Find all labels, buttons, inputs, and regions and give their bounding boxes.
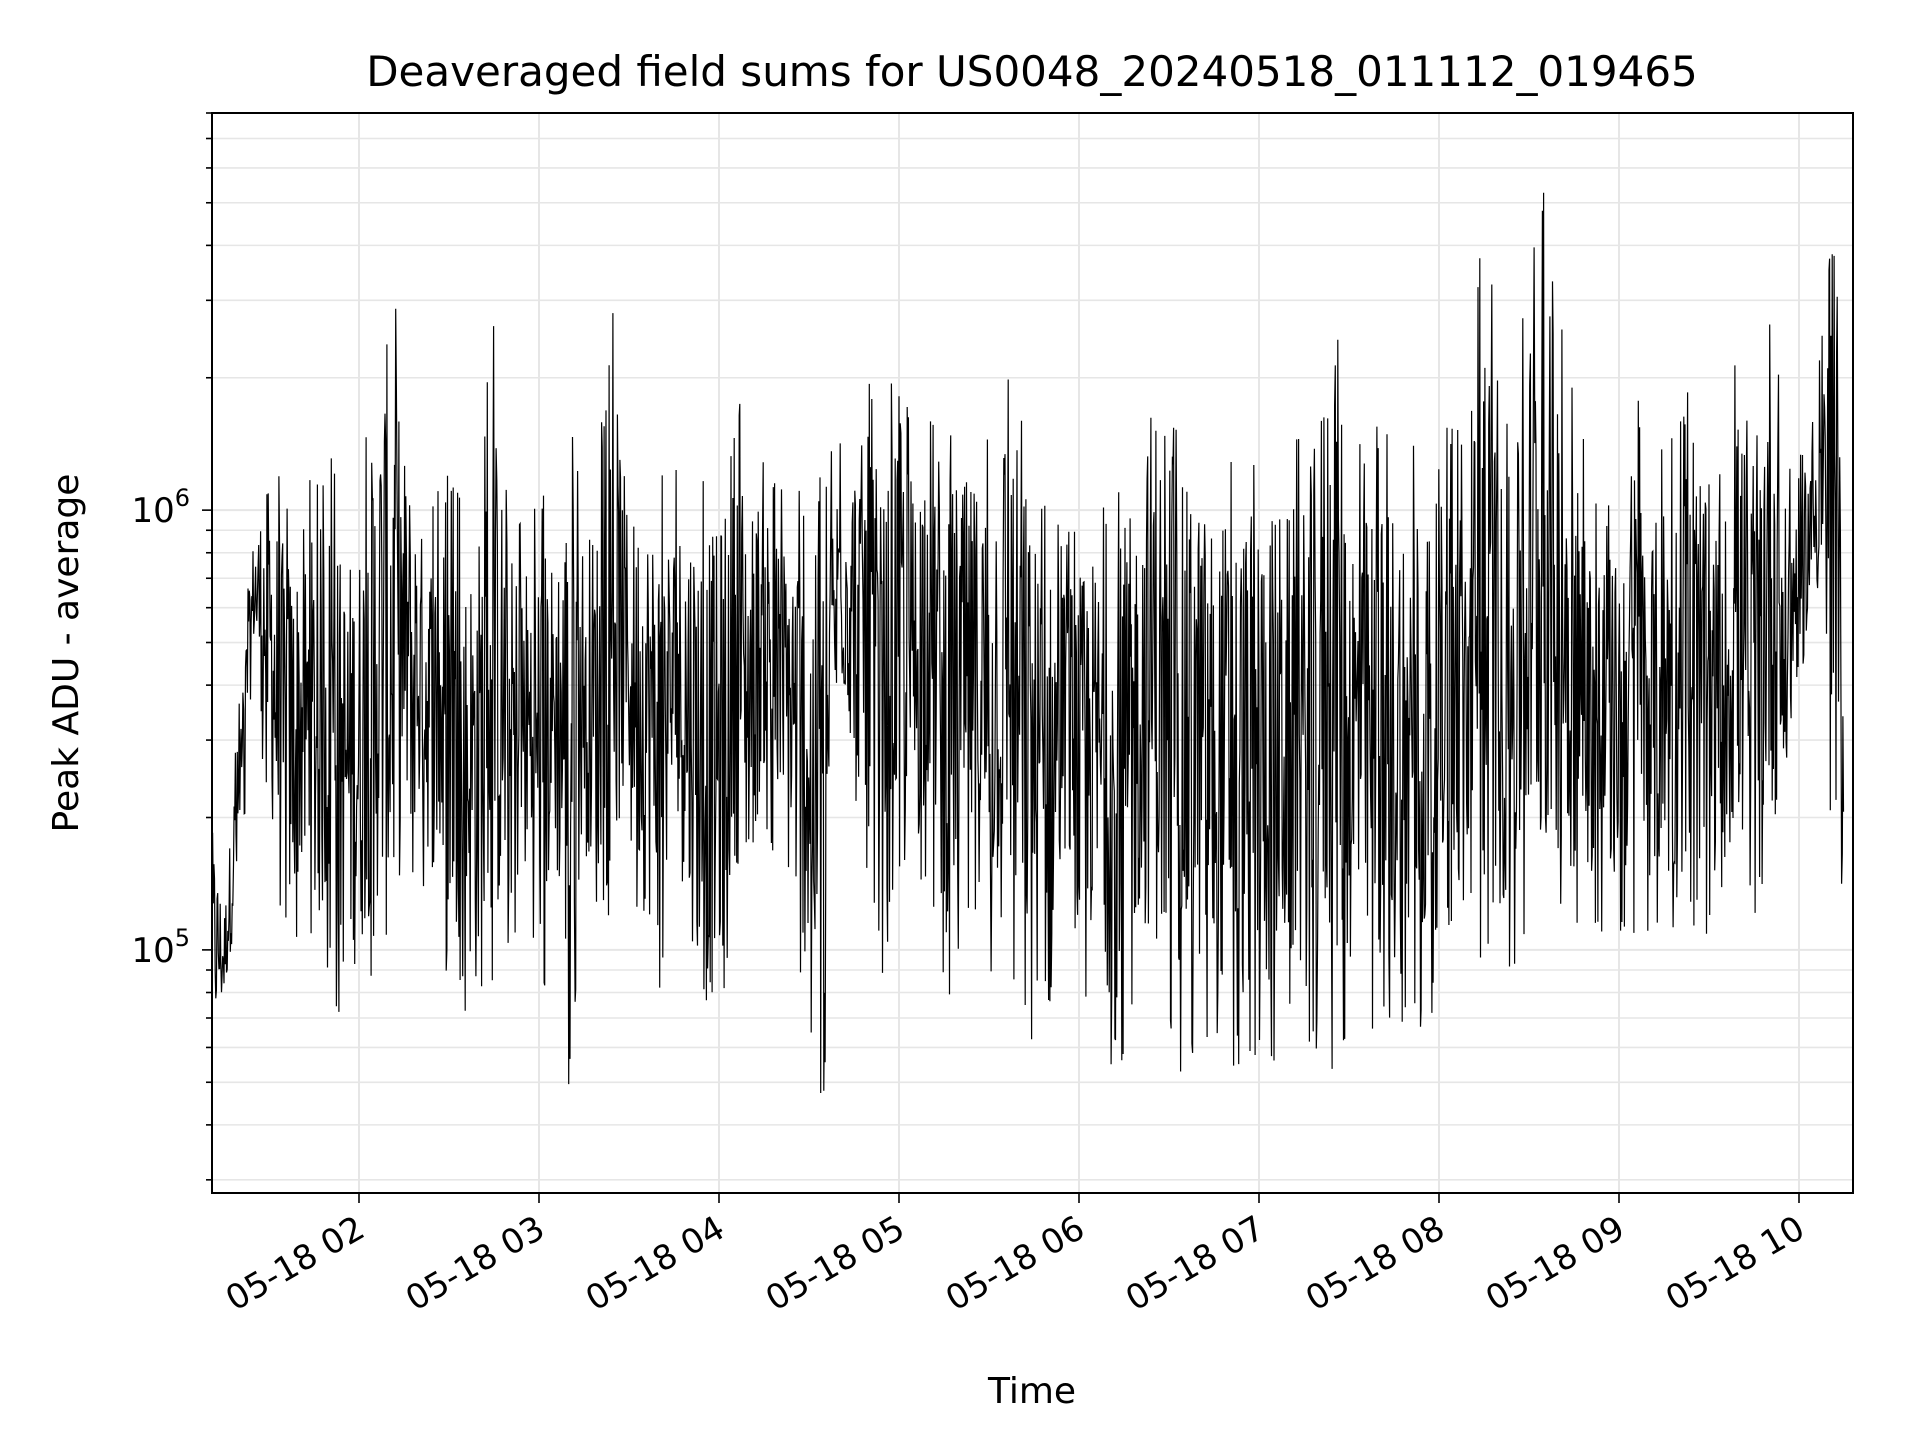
y-tick-base: 10: [131, 931, 174, 971]
series-line-path: [212, 192, 1845, 1094]
y-tick-label: 106: [131, 484, 190, 531]
plot-frame: [211, 112, 1854, 1194]
y-tick-base: 10: [131, 491, 174, 531]
y-tick-exponent: 6: [175, 484, 190, 512]
series-line: [212, 192, 1845, 1094]
y-axis-label: Peak ADU - average: [46, 474, 87, 833]
y-tick-label: 105: [131, 924, 190, 971]
y-tick-exponent: 5: [175, 924, 190, 952]
x-axis-label: Time: [987, 1371, 1076, 1412]
chart-title: Deaveraged field sums for US0048_2024051…: [366, 47, 1698, 96]
